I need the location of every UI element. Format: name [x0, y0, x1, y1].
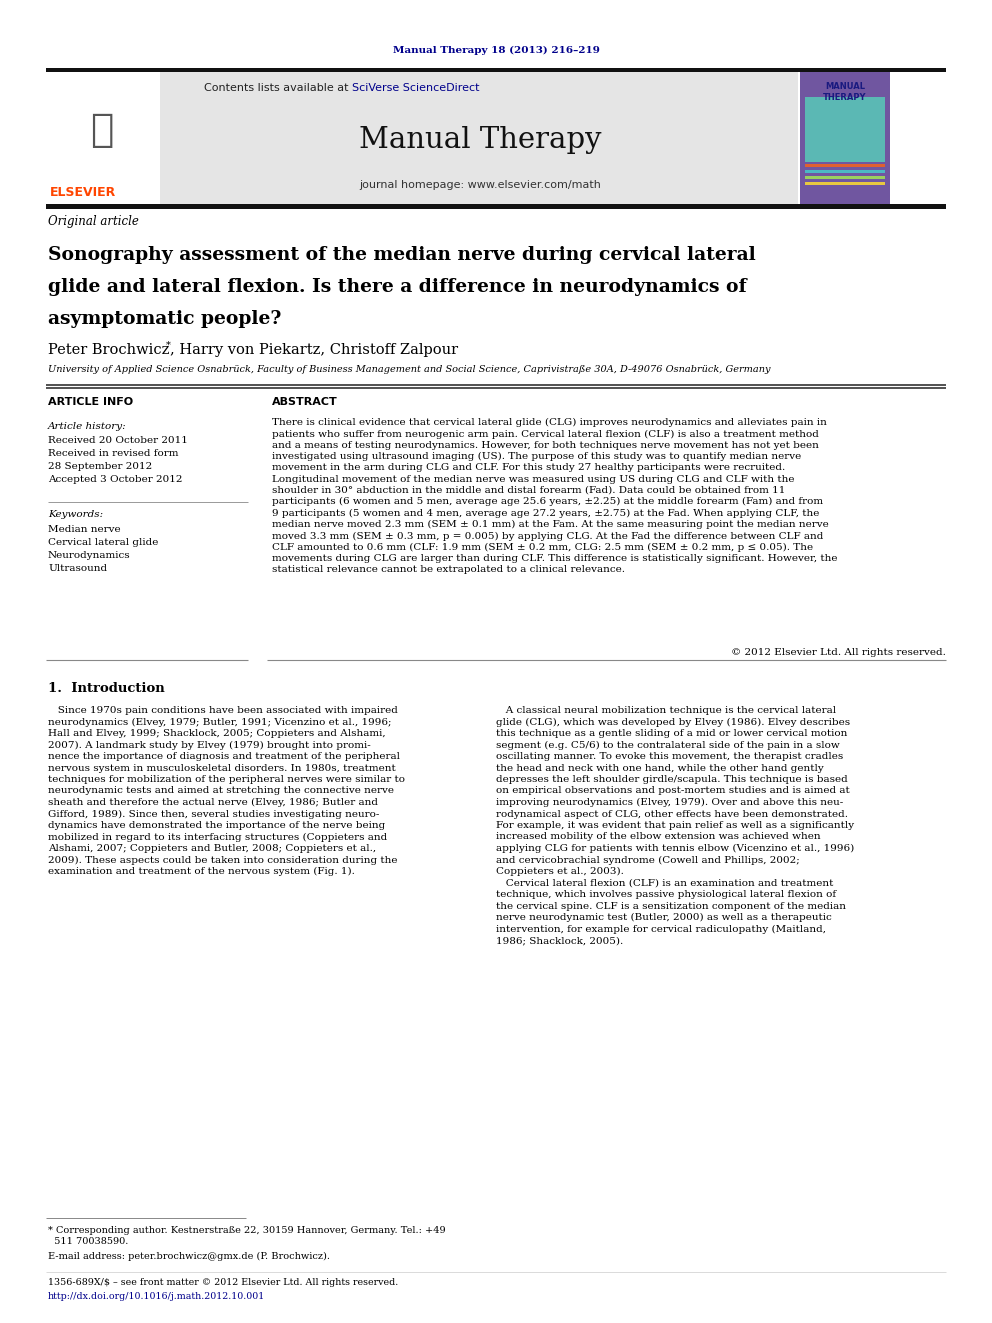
Text: E-mail address: peter.brochwicz@gmx.de (P. Brochwicz).: E-mail address: peter.brochwicz@gmx.de (… [48, 1252, 330, 1261]
Bar [805, 169, 885, 173]
Text: *: * [166, 340, 171, 349]
Text: Accepted 3 October 2012: Accepted 3 October 2012 [48, 475, 183, 484]
Bar [46, 67, 946, 71]
Text: glide and lateral flexion. Is there a difference in neurodynamics of: glide and lateral flexion. Is there a di… [48, 278, 747, 296]
Text: There is clinical evidence that cervical lateral glide (CLG) improves neurodynam: There is clinical evidence that cervical… [272, 418, 837, 574]
Text: MANUAL
THERAPY: MANUAL THERAPY [823, 82, 867, 102]
Bar [805, 183, 885, 185]
Text: 1356-689X/$ – see front matter © 2012 Elsevier Ltd. All rights reserved.: 1356-689X/$ – see front matter © 2012 El… [48, 1278, 398, 1287]
Text: Ultrasound: Ultrasound [48, 564, 107, 573]
Bar [805, 176, 885, 179]
Text: ABSTRACT: ABSTRACT [272, 397, 337, 407]
Text: Sonography assessment of the median nerve during cervical lateral: Sonography assessment of the median nerv… [48, 246, 756, 265]
Text: ARTICLE INFO: ARTICLE INFO [48, 397, 133, 407]
Text: Neurodynamics: Neurodynamics [48, 550, 131, 560]
Text: 🌳: 🌳 [90, 111, 114, 149]
Text: Peter Brochwicz: Peter Brochwicz [48, 343, 170, 357]
Text: ELSEVIER: ELSEVIER [50, 187, 116, 200]
Text: Article history:: Article history: [48, 422, 127, 431]
Text: asymptomatic people?: asymptomatic people? [48, 310, 282, 328]
Text: Cervical lateral glide: Cervical lateral glide [48, 538, 159, 546]
Bar [46, 71, 158, 205]
Text: SciVerse ScienceDirect: SciVerse ScienceDirect [352, 83, 479, 93]
Text: 28 September 2012: 28 September 2012 [48, 462, 152, 471]
Text: Received 20 October 2011: Received 20 October 2011 [48, 437, 187, 445]
Text: 1.  Introduction: 1. Introduction [48, 681, 165, 695]
Text: Original article: Original article [48, 216, 139, 229]
Text: Median nerve: Median nerve [48, 525, 121, 534]
Text: Manual Therapy: Manual Therapy [359, 126, 601, 153]
Text: journal homepage: www.elsevier.com/math: journal homepage: www.elsevier.com/math [359, 180, 601, 191]
Text: Received in revised form: Received in revised form [48, 448, 179, 458]
Text: Manual Therapy 18 (2013) 216–219: Manual Therapy 18 (2013) 216–219 [393, 45, 599, 54]
Text: Since 1970s pain conditions have been associated with impaired
neurodynamics (El: Since 1970s pain conditions have been as… [48, 706, 405, 876]
Text: © 2012 Elsevier Ltd. All rights reserved.: © 2012 Elsevier Ltd. All rights reserved… [731, 648, 946, 658]
Text: Keywords:: Keywords: [48, 509, 103, 519]
Text: , Harry von Piekartz, Christoff Zalpour: , Harry von Piekartz, Christoff Zalpour [170, 343, 458, 357]
Text: http://dx.doi.org/10.1016/j.math.2012.10.001: http://dx.doi.org/10.1016/j.math.2012.10… [48, 1293, 265, 1301]
Bar [805, 164, 885, 167]
Bar [46, 204, 946, 209]
Text: A classical neural mobilization technique is the cervical lateral
glide (CLG), w: A classical neural mobilization techniqu… [496, 706, 854, 946]
Bar [805, 97, 885, 161]
Bar [160, 71, 798, 205]
Text: University of Applied Science Osnabrück, Faculty of Business Management and Soci: University of Applied Science Osnabrück,… [48, 365, 771, 374]
Text: Contents lists available at: Contents lists available at [204, 83, 352, 93]
Bar [800, 71, 890, 205]
Text: * Corresponding author. Kestnerstraße 22, 30159 Hannover, Germany. Tel.: +49
  5: * Corresponding author. Kestnerstraße 22… [48, 1226, 445, 1246]
